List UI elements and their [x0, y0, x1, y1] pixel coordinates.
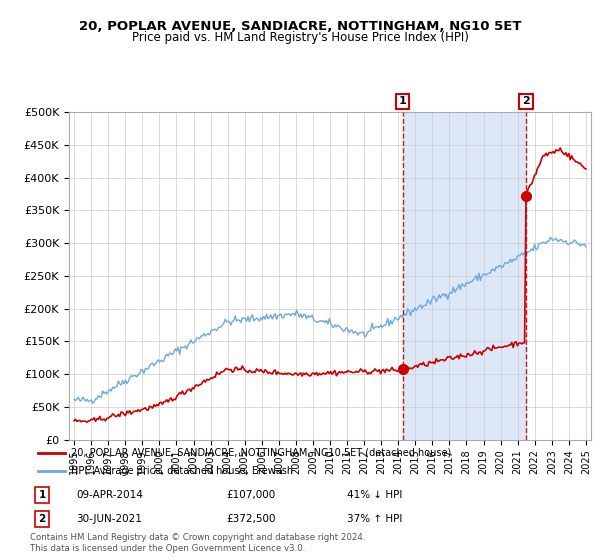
Text: 20, POPLAR AVENUE, SANDIACRE, NOTTINGHAM, NG10 5ET (detached house): 20, POPLAR AVENUE, SANDIACRE, NOTTINGHAM… — [71, 448, 451, 458]
Text: 2: 2 — [38, 514, 46, 524]
Text: 1: 1 — [399, 96, 407, 106]
Text: 09-APR-2014: 09-APR-2014 — [76, 490, 143, 500]
Text: Contains HM Land Registry data © Crown copyright and database right 2024.
This d: Contains HM Land Registry data © Crown c… — [30, 533, 365, 553]
Text: HPI: Average price, detached house, Erewash: HPI: Average price, detached house, Erew… — [71, 466, 293, 476]
Text: 2: 2 — [522, 96, 530, 106]
Text: 30-JUN-2021: 30-JUN-2021 — [76, 514, 142, 524]
Text: 41% ↓ HPI: 41% ↓ HPI — [347, 490, 402, 500]
Text: 37% ↑ HPI: 37% ↑ HPI — [347, 514, 402, 524]
Text: Price paid vs. HM Land Registry's House Price Index (HPI): Price paid vs. HM Land Registry's House … — [131, 31, 469, 44]
Text: £107,000: £107,000 — [227, 490, 276, 500]
Text: 1: 1 — [38, 490, 46, 500]
Text: £372,500: £372,500 — [227, 514, 276, 524]
Text: 20, POPLAR AVENUE, SANDIACRE, NOTTINGHAM, NG10 5ET: 20, POPLAR AVENUE, SANDIACRE, NOTTINGHAM… — [79, 20, 521, 32]
Bar — [403, 112, 526, 440]
